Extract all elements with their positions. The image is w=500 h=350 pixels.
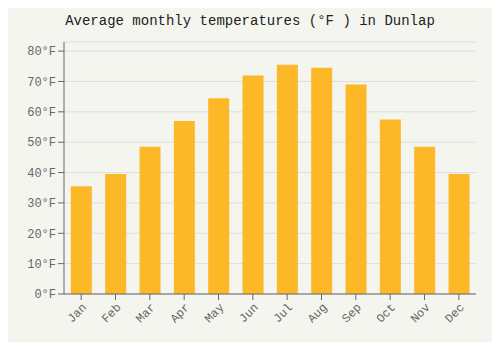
svg-text:Aug: Aug [305, 301, 330, 326]
svg-text:30°F: 30°F [27, 197, 56, 211]
svg-text:70°F: 70°F [27, 76, 56, 90]
html-text:Average monthly temperatures (: Average monthly temperatures (°F ) in Du… [65, 13, 435, 29]
svg-text:Mar: Mar [134, 301, 159, 326]
svg-text:10°F: 10°F [27, 258, 56, 272]
svg-text:20°F: 20°F [27, 228, 56, 242]
svg-text:40°F: 40°F [27, 167, 56, 181]
svg-text:Dec: Dec [443, 301, 468, 326]
svg-text:Oct: Oct [374, 301, 399, 326]
svg-text:Jun: Jun [237, 301, 262, 326]
svg-text:May: May [202, 301, 227, 326]
svg-text:Apr: Apr [168, 301, 193, 326]
svg-text:80°F: 80°F [27, 45, 56, 59]
svg-text:50°F: 50°F [27, 136, 56, 150]
svg-text:Jul: Jul [271, 301, 296, 326]
svg-text:Sep: Sep [340, 301, 365, 326]
svg-text:Nov: Nov [408, 301, 433, 326]
svg-text:0°F: 0°F [34, 288, 56, 302]
svg-text:60°F: 60°F [27, 106, 56, 120]
svg-text:Jan: Jan [65, 301, 90, 326]
svg-text:Feb: Feb [99, 301, 124, 326]
